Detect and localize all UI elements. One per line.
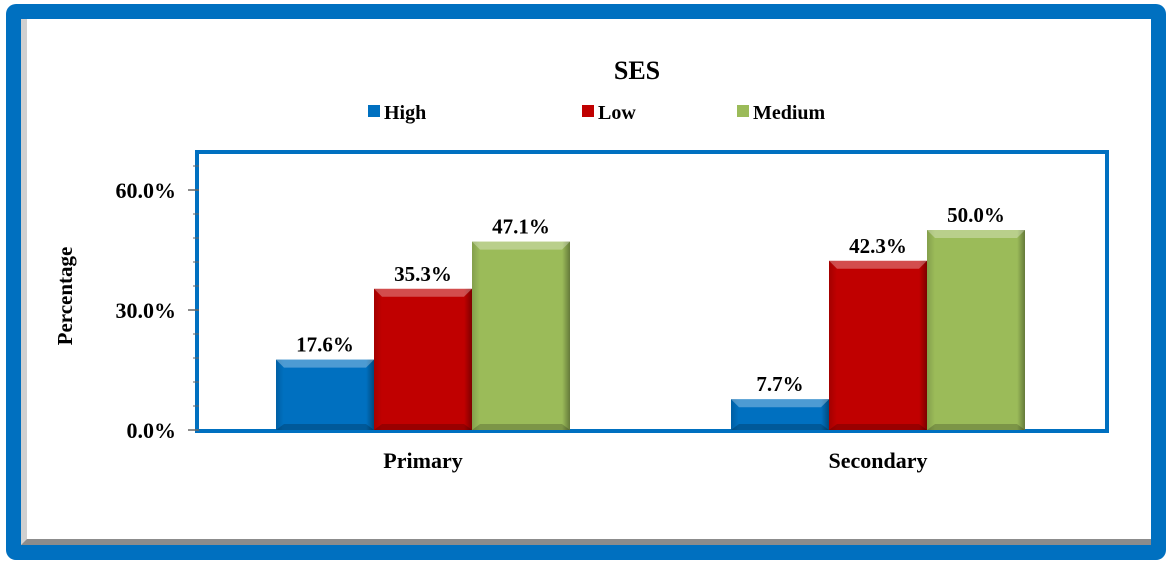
legend: High Low Medium xyxy=(368,102,826,124)
legend-label-medium: Medium xyxy=(753,102,826,124)
bar-secondary-high xyxy=(731,399,829,430)
data-label: 7.7% xyxy=(756,372,803,396)
legend-label-high: High xyxy=(384,102,426,124)
legend-swatch-low xyxy=(582,105,594,117)
x-tick-label: Secondary xyxy=(829,448,928,473)
y-axis: 0.0% 30.0% 60.0% xyxy=(116,165,199,443)
data-label: 35.3% xyxy=(394,262,452,286)
legend-swatch-high xyxy=(368,105,380,117)
y-tick-label: 60.0% xyxy=(116,178,177,203)
y-tick-label: 30.0% xyxy=(116,298,177,323)
bars: 17.6% 35.3% 47.1% Primary 7.7% 42.3% 50.0% Seco… xyxy=(276,203,1025,473)
bar-secondary-medium xyxy=(927,230,1025,430)
data-label: 50.0% xyxy=(947,203,1005,227)
x-tick-label: Primary xyxy=(383,448,462,473)
bar-primary-high xyxy=(276,359,374,430)
legend-swatch-medium xyxy=(737,105,749,117)
chart-title: SES xyxy=(614,56,660,85)
legend-label-low: Low xyxy=(598,102,636,124)
chart-inner-shadow xyxy=(21,19,1151,545)
data-label: 47.1% xyxy=(492,215,550,239)
y-axis-label: Percentage xyxy=(53,247,77,346)
bar-primary-low xyxy=(374,288,472,430)
data-label: 17.6% xyxy=(296,333,354,357)
y-tick-label: 0.0% xyxy=(127,418,177,443)
bar-primary-medium xyxy=(472,241,570,430)
bar-secondary-low xyxy=(829,260,927,430)
data-label: 42.3% xyxy=(849,234,907,258)
